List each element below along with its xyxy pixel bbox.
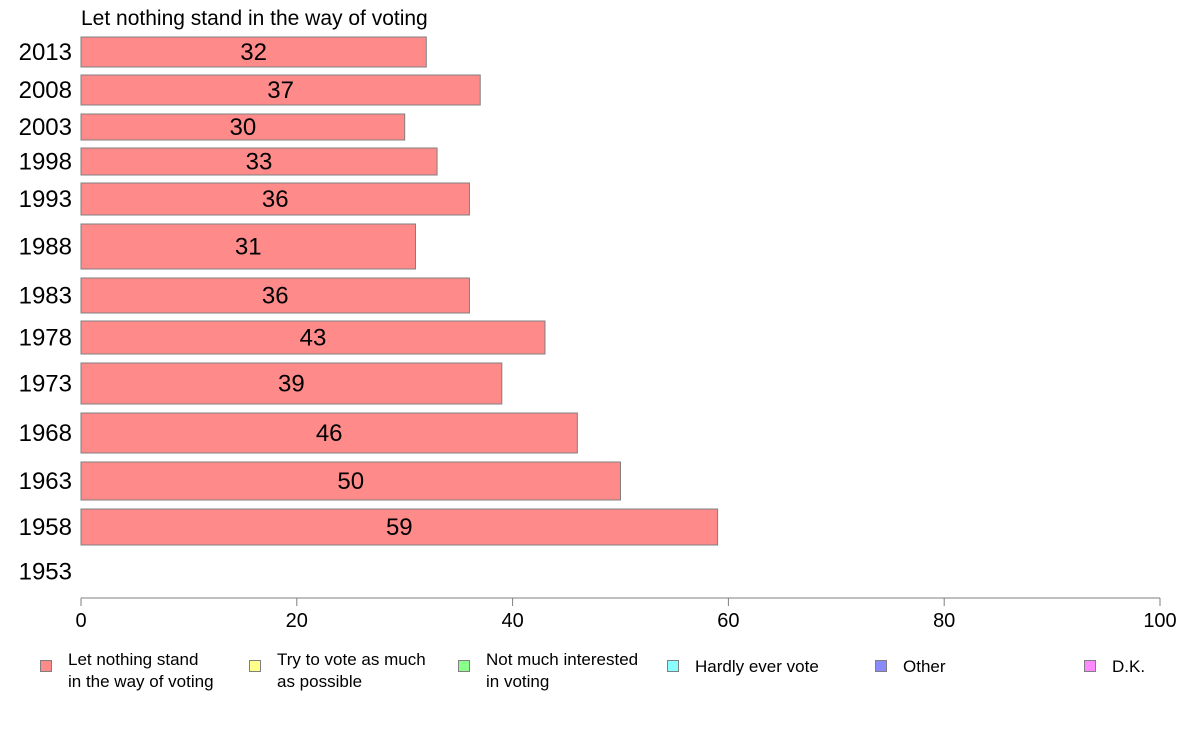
x-tick-label: 60 xyxy=(717,610,739,632)
legend-item: Not much interested in voting xyxy=(458,649,638,693)
bar xyxy=(80,223,416,270)
data-label: 33 xyxy=(246,149,273,176)
category-label: 1973 xyxy=(19,371,72,398)
bar xyxy=(80,113,406,141)
category-label: 2008 xyxy=(19,77,72,104)
category-label: 2003 xyxy=(19,114,72,141)
data-label: 43 xyxy=(300,325,327,352)
x-tick-label: 80 xyxy=(933,610,955,632)
data-label: 36 xyxy=(262,186,289,213)
bar xyxy=(80,461,621,501)
data-label: 36 xyxy=(262,283,289,310)
category-label: 1993 xyxy=(19,186,72,213)
legend-label: Let nothing stand in the way of voting xyxy=(68,650,214,691)
chart-title: Let nothing stand in the way of voting xyxy=(81,7,428,30)
data-label: 30 xyxy=(229,114,256,141)
bar xyxy=(80,362,503,405)
legend-label: Hardly ever vote xyxy=(695,657,819,676)
legend-item: D.K. xyxy=(1084,649,1145,678)
x-tick-label: 0 xyxy=(75,610,86,632)
x-tick-label: 20 xyxy=(286,610,308,632)
legend-label: Try to vote as much as possible xyxy=(277,650,426,691)
legend-swatch xyxy=(458,660,470,672)
data-label: 31 xyxy=(235,234,262,261)
category-label: 1968 xyxy=(19,420,72,447)
x-tick-label: 40 xyxy=(501,610,523,632)
category-label: 1998 xyxy=(19,149,72,176)
legend-swatch xyxy=(1084,660,1096,672)
legend-label: Not much interested in voting xyxy=(486,650,639,691)
bar xyxy=(80,277,470,314)
data-label: 50 xyxy=(337,468,364,495)
category-label: 1963 xyxy=(19,468,72,495)
bar xyxy=(80,320,546,355)
legend-label: D.K. xyxy=(1112,657,1146,676)
legend-label: Other xyxy=(903,657,946,676)
bar xyxy=(80,412,578,454)
category-label: 1978 xyxy=(19,325,72,352)
legend: Let nothing stand in the way of voting T… xyxy=(0,640,1188,700)
category-label: 1983 xyxy=(19,283,72,310)
legend-item: Try to vote as much as possible xyxy=(249,649,426,693)
legend-swatch xyxy=(249,660,261,672)
x-tick-label: 100 xyxy=(1143,610,1176,632)
data-label: 39 xyxy=(278,371,305,398)
data-label: 46 xyxy=(316,420,343,447)
category-label: 2013 xyxy=(19,39,72,66)
bar xyxy=(80,36,427,68)
category-label: 1953 xyxy=(19,559,72,586)
data-label: 32 xyxy=(240,39,267,66)
category-label: 1958 xyxy=(19,514,72,541)
bar xyxy=(80,147,438,176)
bar xyxy=(80,74,481,106)
legend-swatch xyxy=(667,660,679,672)
data-label: 37 xyxy=(267,77,294,104)
legend-item: Other xyxy=(875,649,946,678)
legend-item: Let nothing stand in the way of voting xyxy=(40,649,214,693)
legend-swatch xyxy=(40,660,52,672)
legend-swatch xyxy=(875,660,887,672)
data-label: 59 xyxy=(386,514,413,541)
category-label: 1988 xyxy=(19,234,72,261)
bar xyxy=(80,508,719,546)
bar xyxy=(80,182,470,216)
legend-item: Hardly ever vote xyxy=(667,649,819,678)
